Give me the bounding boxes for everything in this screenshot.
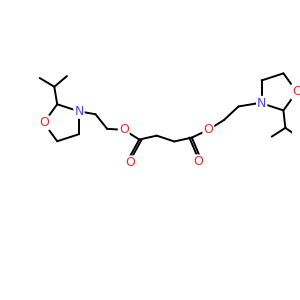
Text: O: O xyxy=(39,116,49,129)
Text: N: N xyxy=(257,97,266,110)
Text: O: O xyxy=(119,123,129,136)
Text: O: O xyxy=(292,85,300,98)
Text: O: O xyxy=(126,156,136,170)
Text: O: O xyxy=(194,155,204,168)
Text: N: N xyxy=(74,105,84,118)
Text: O: O xyxy=(203,123,213,136)
